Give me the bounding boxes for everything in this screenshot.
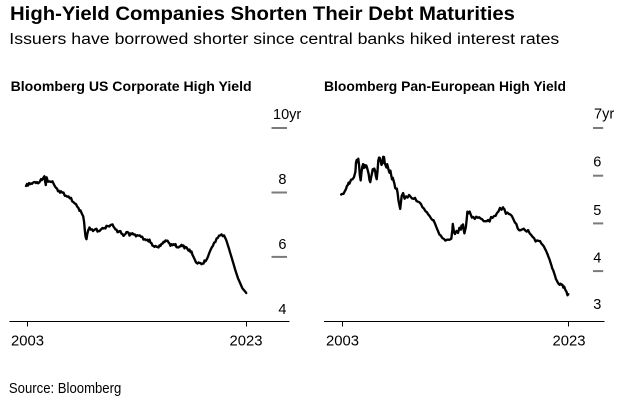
svg-text:High-Yield Companies Shorten T: High-Yield Companies Shorten Their Debt … [10, 4, 515, 25]
svg-text:4: 4 [593, 250, 601, 266]
svg-text:2003: 2003 [11, 334, 44, 350]
svg-text:Issuers have borrowed shorter: Issuers have borrowed shorter since cent… [9, 31, 559, 48]
svg-text:6: 6 [593, 155, 601, 171]
svg-text:2023: 2023 [553, 334, 586, 350]
svg-text:10yr: 10yr [273, 107, 301, 123]
svg-text:2023: 2023 [230, 334, 263, 350]
svg-text:3: 3 [593, 297, 601, 313]
svg-text:6: 6 [278, 237, 286, 253]
svg-text:Bloomberg US Corporate High Yi: Bloomberg US Corporate High Yield [11, 78, 252, 94]
svg-text:5: 5 [593, 203, 601, 219]
svg-text:7yr: 7yr [594, 107, 614, 123]
svg-text:2003: 2003 [326, 334, 359, 350]
svg-text:8: 8 [278, 172, 286, 188]
svg-text:Bloomberg Pan-European High Yi: Bloomberg Pan-European High Yield [324, 78, 566, 94]
svg-text:Source: Bloomberg: Source: Bloomberg [9, 380, 121, 397]
svg-text:4: 4 [278, 302, 286, 318]
